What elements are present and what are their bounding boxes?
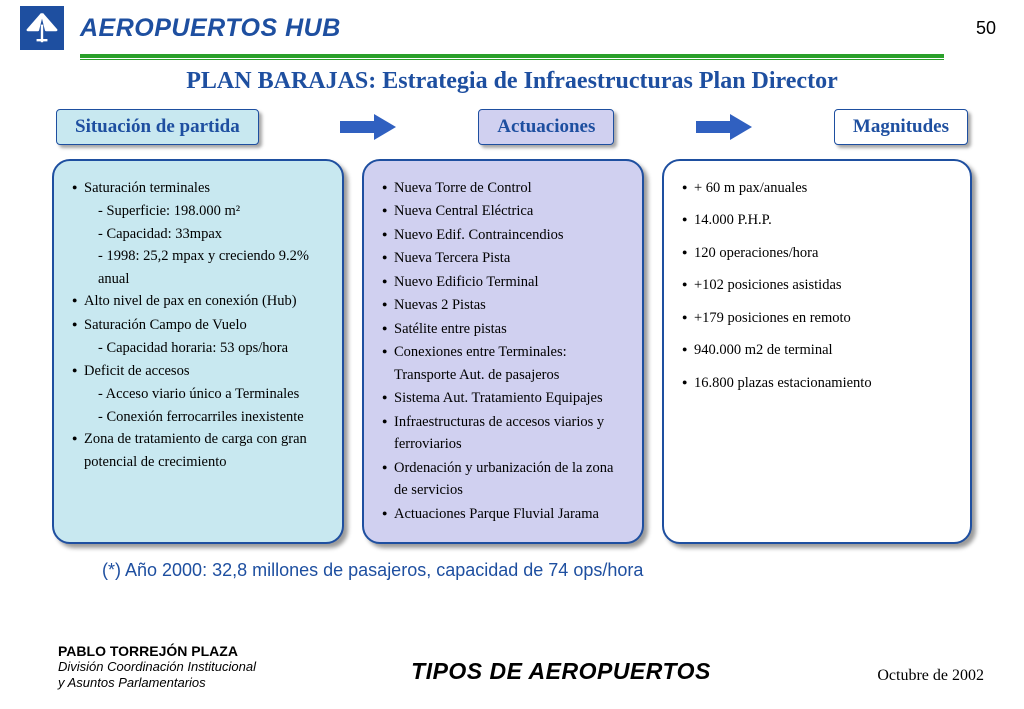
header-title: AEROPUERTOS HUB <box>80 14 976 43</box>
panel-item: Ordenación y urbanización de la zona de … <box>382 457 628 502</box>
panel-item: 940.000 m2 de terminal <box>682 339 956 361</box>
panel-item: 14.000 P.H.P. <box>682 209 956 231</box>
tabs-row: Situación de partida Actuaciones Magnitu… <box>56 109 968 145</box>
panel-item: - 1998: 25,2 mpax y creciendo 9.2% anual <box>72 245 328 290</box>
panel-item: +179 posiciones en remoto <box>682 307 956 329</box>
panel-item: +102 posiciones asistidas <box>682 274 956 296</box>
author-name: PABLO TORREJÓN PLAZA <box>58 643 318 659</box>
panel-item: Nueva Central Eléctrica <box>382 200 628 222</box>
panel-item: Saturación Campo de Vuelo <box>72 314 328 336</box>
tab-magnitudes: Magnitudes <box>834 109 968 145</box>
panel-item: Infraestructuras de accesos viarios y fe… <box>382 411 628 456</box>
panel-item: Alto nivel de pax en conexión (Hub) <box>72 290 328 312</box>
panel-item: 120 operaciones/hora <box>682 242 956 264</box>
panel-item: - Conexión ferrocarriles inexistente <box>72 406 328 428</box>
logo-icon <box>20 6 64 50</box>
header: AEROPUERTOS HUB 50 <box>0 0 1024 50</box>
panel-item: - Superficie: 198.000 m² <box>72 200 328 222</box>
panel-magnitudes: + 60 m pax/anuales 14.000 P.H.P. 120 opera… <box>662 159 972 544</box>
panel-actuaciones: Nueva Torre de ControlNueva Central Eléc… <box>362 159 644 544</box>
panel-item: Satélite entre pistas <box>382 318 628 340</box>
panel-item: Nueva Tercera Pista <box>382 247 628 269</box>
panel-item: Sistema Aut. Tratamiento Equipajes <box>382 387 628 409</box>
panel-item: + 60 m pax/anuales <box>682 177 956 199</box>
panel-item: Saturación terminales <box>72 177 328 199</box>
panel-item: Nuevo Edif. Contraincendios <box>382 224 628 246</box>
arrow-icon <box>692 112 756 142</box>
tab-actuaciones: Actuaciones <box>478 109 614 145</box>
author-block: PABLO TORREJÓN PLAZA División Coordinaci… <box>58 643 318 692</box>
footer: PABLO TORREJÓN PLAZA División Coordinaci… <box>58 643 984 692</box>
footnote: (*) Año 2000: 32,8 millones de pasajeros… <box>102 560 976 581</box>
footer-date: Octubre de 2002 <box>804 667 984 691</box>
slide-body: PLAN BARAJAS: Estrategia de Infraestruct… <box>0 60 1024 581</box>
panels-row: Saturación terminales- Superficie: 198.0… <box>48 159 976 544</box>
panel-item: Nueva Torre de Control <box>382 177 628 199</box>
panel-item: Conexiones entre Terminales: Transporte … <box>382 341 628 386</box>
arrow-icon <box>336 112 400 142</box>
author-division: y Asuntos Parlamentarios <box>58 675 318 691</box>
panel-item: 16.800 plazas estacionamiento <box>682 372 956 394</box>
footer-center-title: TIPOS DE AEROPUERTOS <box>318 658 804 691</box>
panel-item: - Capacidad: 33mpax <box>72 223 328 245</box>
tab-situacion: Situación de partida <box>56 109 259 145</box>
page-number: 50 <box>976 18 1004 39</box>
panel-situacion: Saturación terminales- Superficie: 198.0… <box>52 159 344 544</box>
panel-item: Nuevas 2 Pistas <box>382 294 628 316</box>
main-title: PLAN BARAJAS: Estrategia de Infraestruct… <box>48 68 976 95</box>
panel-item: Nuevo Edificio Terminal <box>382 271 628 293</box>
panel-item: Zona de tratamiento de carga con gran po… <box>72 428 328 473</box>
panel-item: - Acceso viario único a Terminales <box>72 383 328 405</box>
panel-item: Actuaciones Parque Fluvial Jarama <box>382 503 628 525</box>
panel-item: - Capacidad horaria: 53 ops/hora <box>72 337 328 359</box>
author-division: División Coordinación Institucional <box>58 659 318 675</box>
panel-item: Deficit de accesos <box>72 360 328 382</box>
